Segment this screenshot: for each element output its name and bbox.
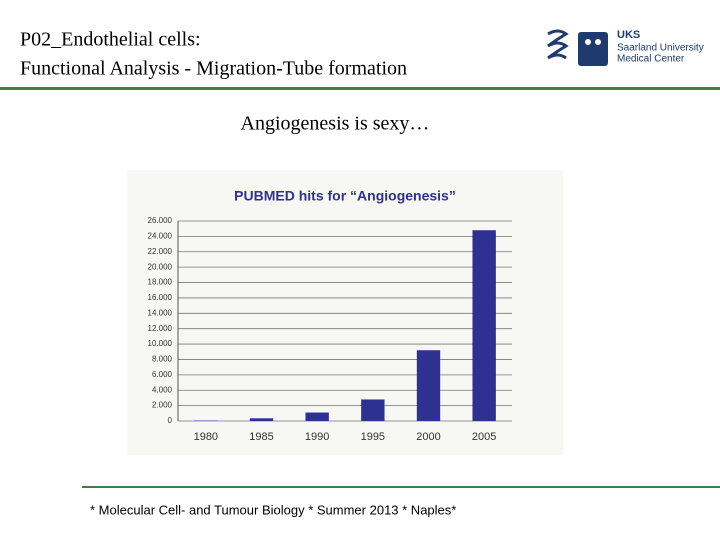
y-tick-label: 18.000 bbox=[148, 278, 173, 287]
chart-background bbox=[127, 170, 563, 455]
logo-abbr: UKS bbox=[617, 29, 640, 41]
x-tick-label: 2000 bbox=[416, 431, 440, 443]
y-tick-label: 26.000 bbox=[148, 216, 173, 225]
logo: UKS Saarland University Medical Center bbox=[547, 29, 704, 66]
y-tick-label: 12.000 bbox=[148, 324, 173, 333]
y-tick-label: 20.000 bbox=[148, 262, 173, 271]
bar bbox=[361, 399, 385, 421]
x-tick-label: 1995 bbox=[361, 431, 385, 443]
y-tick-label: 24.000 bbox=[148, 231, 173, 240]
y-tick-label: 10.000 bbox=[148, 339, 173, 348]
y-tick-label: 22.000 bbox=[148, 247, 173, 256]
logo-text: Saarland University bbox=[617, 43, 704, 54]
slide-subtitle: Angiogenesis is sexy… bbox=[241, 113, 430, 135]
y-tick-label: 0 bbox=[168, 416, 173, 425]
bar bbox=[416, 350, 441, 421]
x-tick-label: 1990 bbox=[305, 431, 329, 443]
bar bbox=[305, 412, 329, 421]
footer-rule bbox=[82, 486, 720, 488]
chart-title: PUBMED hits for “Angiogenesis” bbox=[234, 188, 456, 204]
y-tick-label: 6.000 bbox=[152, 370, 173, 379]
logo-text: Medical Center bbox=[617, 54, 685, 65]
y-tick-label: 4.000 bbox=[152, 385, 173, 394]
footer: * Molecular Cell- and Tumour Biology * S… bbox=[90, 502, 456, 517]
y-tick-label: 16.000 bbox=[148, 293, 173, 302]
y-tick-label: 2.000 bbox=[152, 401, 173, 410]
x-tick-label: 2005 bbox=[472, 431, 496, 443]
bar bbox=[249, 418, 274, 421]
header-rule bbox=[0, 87, 720, 90]
slide-title: P02_Endothelial cells: bbox=[20, 29, 201, 51]
slide-title: Functional Analysis - Migration-Tube for… bbox=[20, 58, 407, 80]
y-tick-label: 14.000 bbox=[148, 308, 173, 317]
y-tick-label: 8.000 bbox=[152, 355, 173, 364]
x-tick-label: 1985 bbox=[249, 431, 273, 443]
plot: 0 2.000 4.000 6.000 8.000 10.000 12.000 14.000 1… bbox=[148, 216, 512, 443]
bar bbox=[472, 230, 496, 421]
x-tick-label: 1980 bbox=[194, 431, 218, 443]
